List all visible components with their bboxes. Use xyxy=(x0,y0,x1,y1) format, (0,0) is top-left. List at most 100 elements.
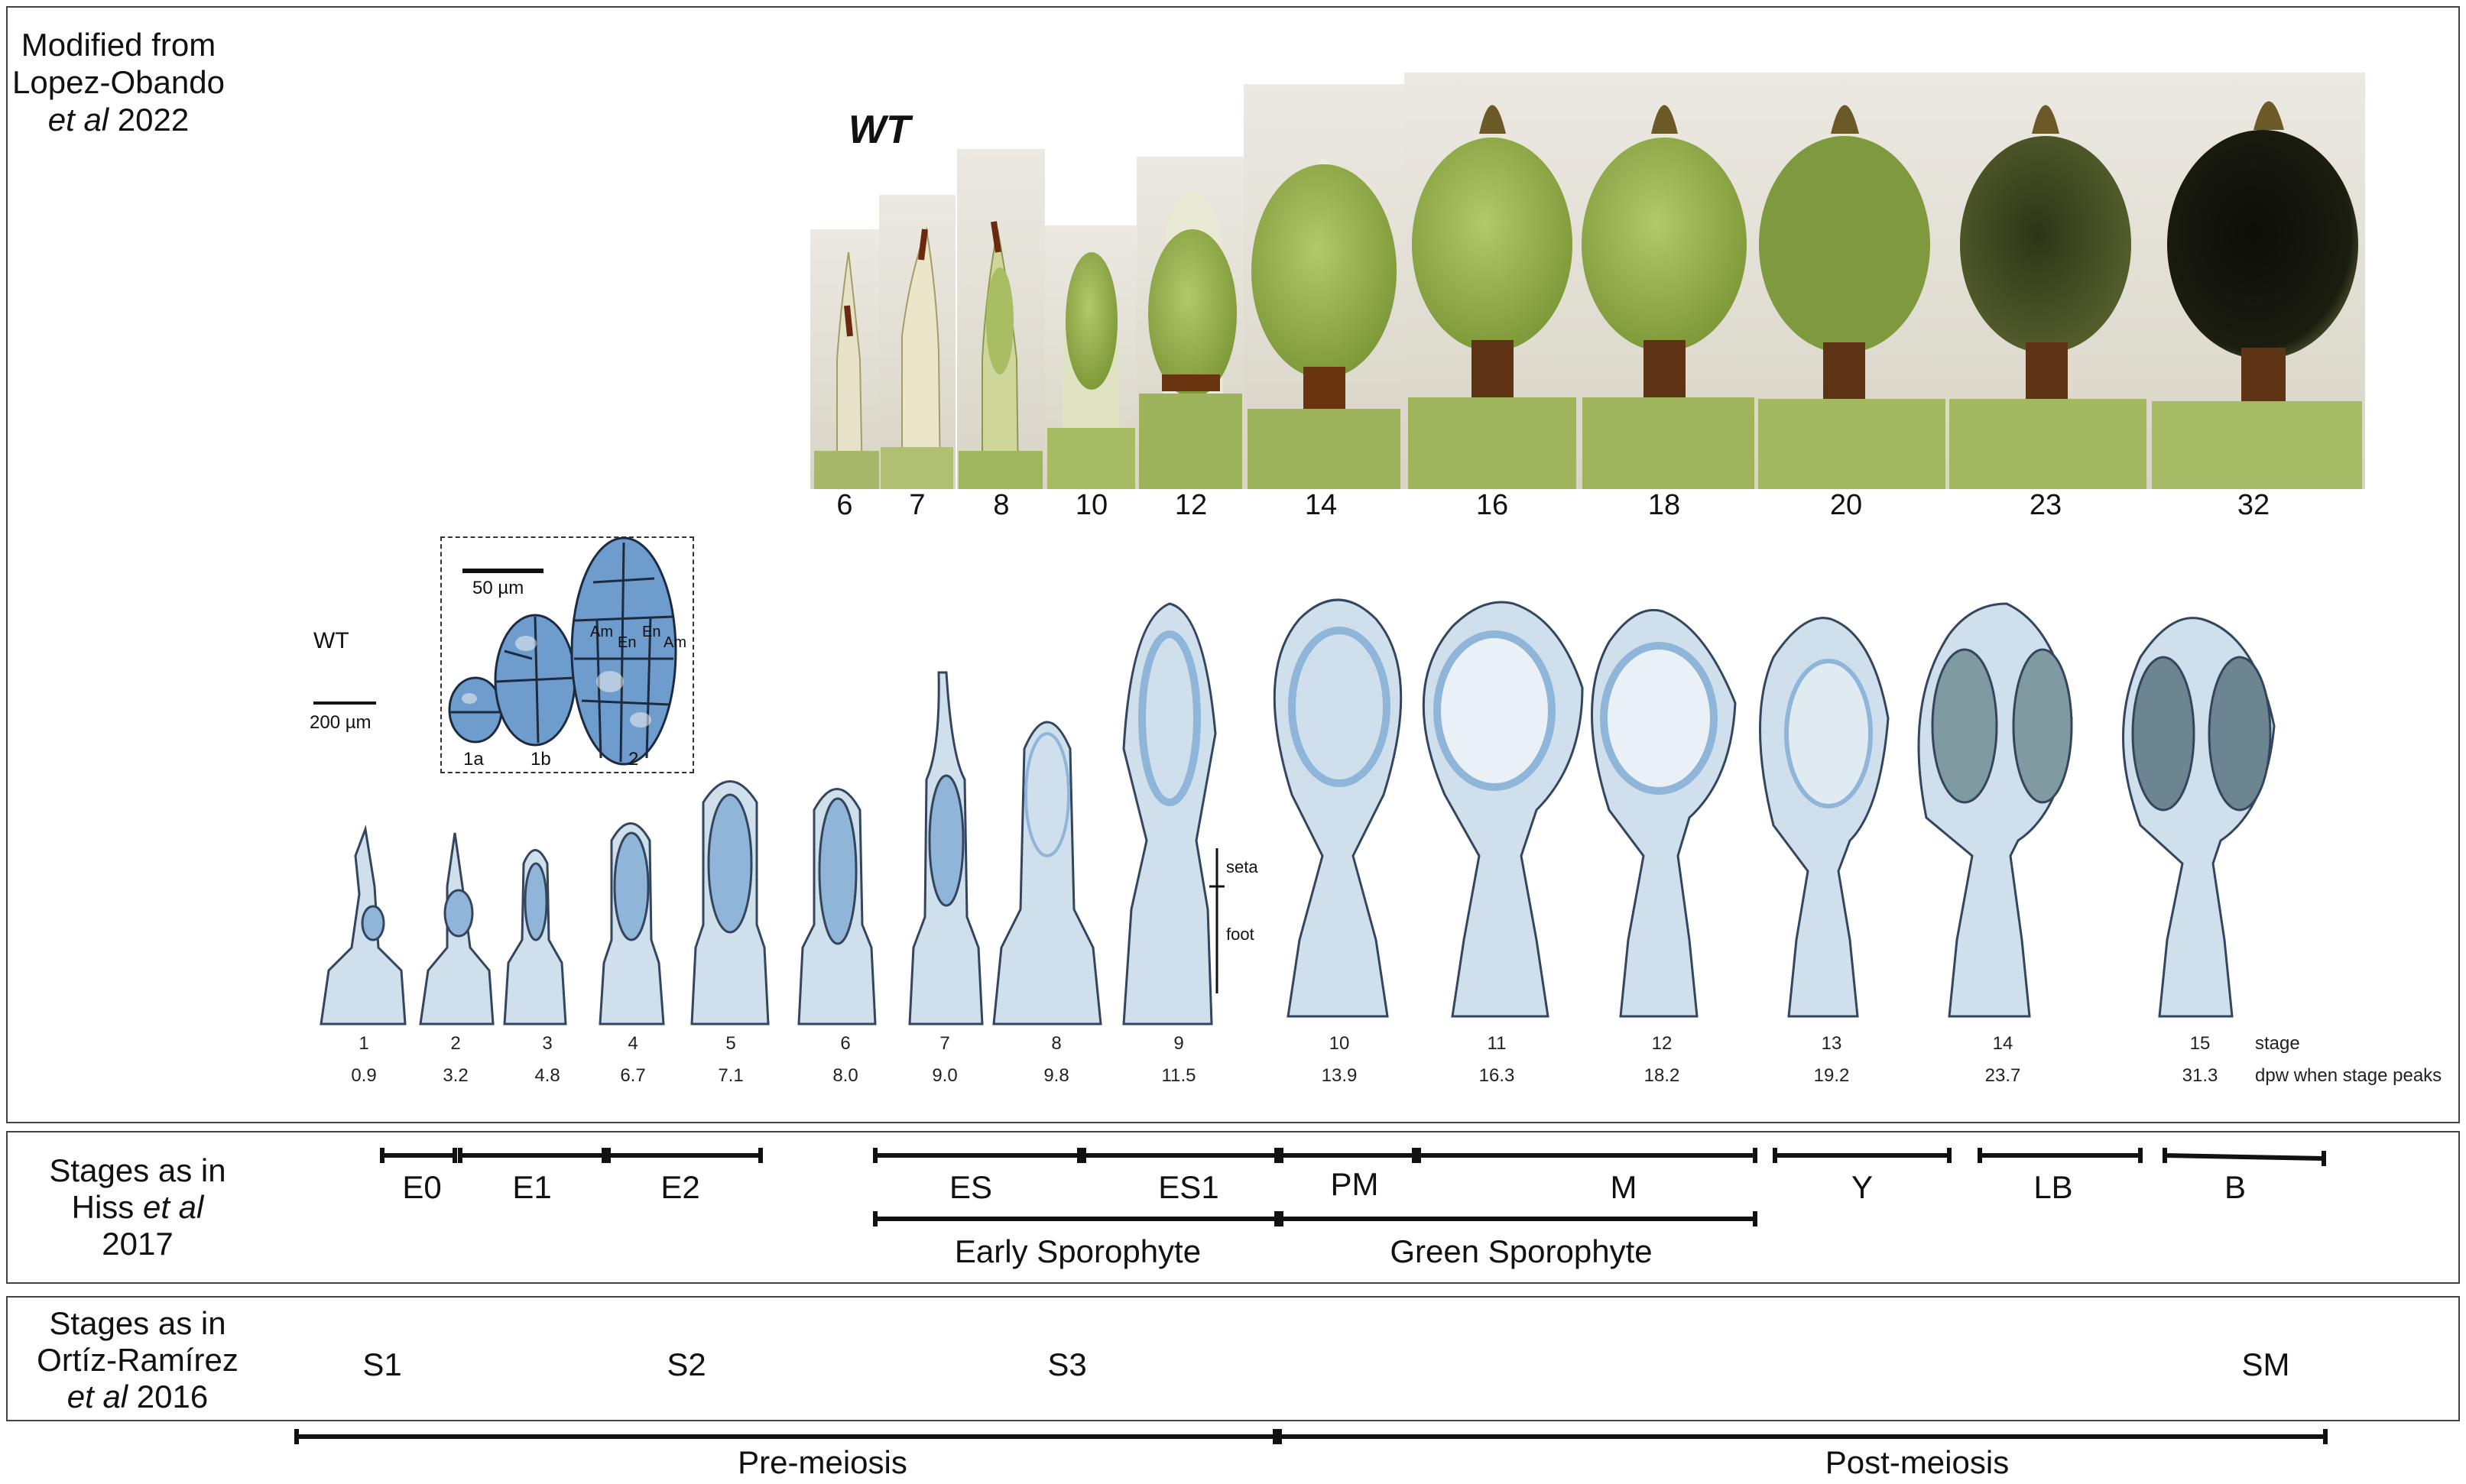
ortiz-stage-label: S3 xyxy=(1047,1346,1087,1382)
section-micrographs xyxy=(320,598,2276,1026)
photo-stage-label: 7 xyxy=(909,489,926,521)
section-dpw-value: 7.1 xyxy=(718,1065,744,1086)
section-stage-number: 7 xyxy=(939,1033,950,1054)
bar-ES1 xyxy=(1082,1148,1279,1163)
hiss-stage-label: Y xyxy=(1851,1169,1873,1205)
inset-tissue-label: Am xyxy=(664,634,686,651)
photo-stage-7 xyxy=(881,226,953,489)
section-dpw-value: 19.2 xyxy=(1813,1065,1850,1086)
bar-Y xyxy=(1773,1148,1952,1163)
hiss-title-line-2: Hiss et al xyxy=(71,1189,204,1225)
section-stage-number: 15 xyxy=(2189,1033,2211,1054)
section-stage-number: 12 xyxy=(1651,1033,1673,1054)
section-stage-number: 6 xyxy=(840,1033,851,1054)
section-scale-label: 200 µm xyxy=(310,712,372,733)
inset-cell-label: 1b xyxy=(531,749,551,770)
section-dpw-value: 0.9 xyxy=(351,1065,377,1086)
seta-foot-markers xyxy=(1209,848,1225,993)
section-dpw-value: 3.2 xyxy=(443,1065,469,1086)
section-stage-number: 5 xyxy=(725,1033,736,1054)
inset-cell-label: 1a xyxy=(463,749,484,770)
bar-E2 xyxy=(606,1148,763,1163)
section-stage-number: 9 xyxy=(1173,1033,1184,1054)
photo-stage-8 xyxy=(959,221,1043,489)
hiss-stage-label: ES xyxy=(949,1169,993,1205)
section-stage-number: 3 xyxy=(542,1033,553,1054)
inset-scale-bar xyxy=(462,569,543,573)
section-dpw-value: 9.0 xyxy=(932,1065,958,1086)
section-stage-number: 2 xyxy=(450,1033,461,1054)
inset-tissue-label: Am xyxy=(590,624,613,640)
photo-stage-10 xyxy=(1047,252,1135,489)
ortiz-title-line-2: Ortíz-Ramírez xyxy=(37,1342,238,1378)
section-stage-number: 8 xyxy=(1051,1033,1062,1054)
photo-stage-12 xyxy=(1139,191,1242,489)
photo-genotype-label: WT xyxy=(848,108,910,152)
photo-stage-label: 10 xyxy=(1075,489,1108,521)
ortiz-stage-label: S2 xyxy=(667,1346,706,1382)
source-line-1: Modified from xyxy=(21,27,216,63)
section-dpw-value: 4.8 xyxy=(534,1065,560,1086)
green-sporophyte-label: Green Sporophyte xyxy=(1390,1233,1653,1269)
photo-stage-label: 16 xyxy=(1475,489,1509,521)
hiss-stage-label: PM xyxy=(1330,1166,1379,1202)
bar-E0 xyxy=(380,1148,457,1163)
section-genotype-label: WT xyxy=(313,628,349,653)
photo-stage-label: 8 xyxy=(993,489,1010,521)
section-dpw-value: 31.3 xyxy=(2182,1065,2218,1086)
inset-embryos xyxy=(448,536,677,766)
section-stage-number: 11 xyxy=(1487,1033,1507,1054)
bar-ES xyxy=(873,1148,1082,1163)
bar-green-sporophyte xyxy=(1279,1211,1757,1226)
hiss-stage-label: B xyxy=(2224,1169,2246,1205)
hiss-stage-label: ES1 xyxy=(1158,1169,1219,1205)
inset-cell-label: 2 xyxy=(628,749,639,770)
ortiz-stage-label: S1 xyxy=(362,1346,402,1382)
ortiz-title-line-1: Stages as in xyxy=(49,1305,226,1341)
section-scale-bar xyxy=(313,701,376,705)
section-dpw-value: 13.9 xyxy=(1321,1065,1358,1086)
section-stage-number: 1 xyxy=(359,1033,369,1054)
hiss-stage-label: E2 xyxy=(660,1169,700,1205)
source-line-2: Lopez-Obando xyxy=(12,64,225,100)
photo-stage-14 xyxy=(1248,158,1400,489)
hiss-stage-label: E0 xyxy=(402,1169,442,1205)
bar-post-meiosis xyxy=(1277,1429,2328,1444)
pre-meiosis-label: Pre-meiosis xyxy=(738,1444,907,1480)
photo-stage-32 xyxy=(2152,101,2362,489)
section-stage-number: 10 xyxy=(1329,1033,1350,1054)
photo-stage-label: 14 xyxy=(1304,489,1338,521)
hiss-stage-label: E1 xyxy=(512,1169,552,1205)
hiss-stage-label: LB xyxy=(2033,1169,2073,1205)
ortiz-panel-title: Stages as in Ortíz-Ramírez et al 2016 xyxy=(15,1305,260,1415)
photo-stage-label: 6 xyxy=(836,489,853,521)
section-stage-number: 4 xyxy=(628,1033,638,1054)
post-meiosis-label: Post-meiosis xyxy=(1825,1444,2010,1480)
source-line-3: et al 2022 xyxy=(47,102,190,138)
seta-label: seta xyxy=(1226,857,1258,876)
hiss-panel-title: Stages as in Hiss et al 2017 xyxy=(23,1152,252,1262)
early-sporophyte-label: Early Sporophyte xyxy=(954,1233,1202,1269)
bar-LB xyxy=(1978,1148,2143,1163)
section-dpw-value: 11.5 xyxy=(1161,1065,1196,1086)
photo-stage-23 xyxy=(1949,105,2146,489)
photo-stage-16 xyxy=(1408,105,1576,489)
photo-stage-label: 23 xyxy=(2029,489,2062,521)
section-stage-number: 14 xyxy=(1992,1033,2013,1054)
section-dpw-value: 8.0 xyxy=(832,1065,858,1086)
photo-stage-label: 18 xyxy=(1647,489,1681,521)
foot-label: foot xyxy=(1226,925,1254,944)
section-stage-number: 13 xyxy=(1821,1033,1842,1054)
ortiz-stage-label: SM xyxy=(2241,1346,2290,1382)
photo-stage-label: 12 xyxy=(1174,489,1208,521)
section-dpw-value: 16.3 xyxy=(1478,1065,1515,1086)
embryo-inset xyxy=(440,536,694,773)
sporophyte-photo-strip xyxy=(810,73,2365,489)
inset-scale-label: 50 µm xyxy=(472,578,524,598)
photo-stage-6 xyxy=(814,251,879,489)
hiss-title-line-3: 2017 xyxy=(102,1226,174,1262)
source-note: Modified from Lopez-Obando et al 2022 xyxy=(0,26,237,138)
hiss-stage-label: M xyxy=(1610,1169,1637,1205)
bar-pre-meiosis xyxy=(294,1429,1277,1444)
photo-stage-20 xyxy=(1758,105,1945,489)
